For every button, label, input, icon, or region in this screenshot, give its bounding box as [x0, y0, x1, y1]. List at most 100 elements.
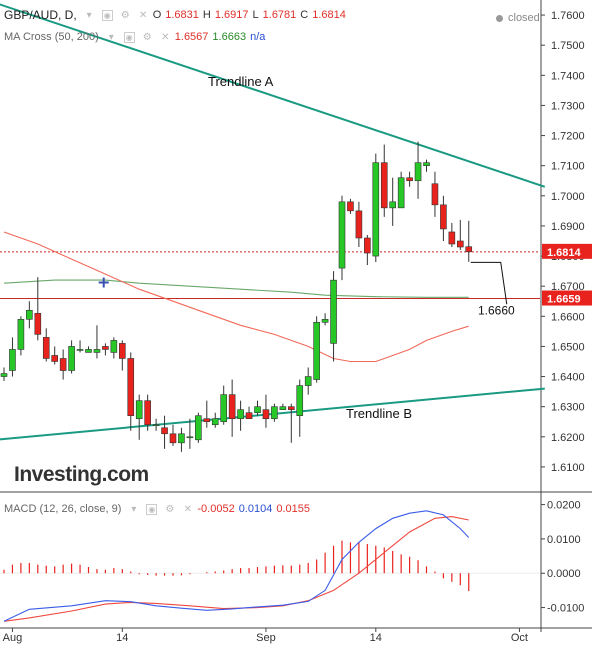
macd-label: MACD (12, 26, close, 9) — [4, 503, 122, 515]
candle-down — [287, 406, 295, 410]
candle-up — [237, 409, 244, 420]
chevron-down-icon[interactable]: ▾ — [108, 31, 114, 43]
symbol-label: GBP/AUD, D, — [4, 8, 77, 22]
candle-up — [68, 346, 75, 371]
annotation-pointer — [470, 261, 508, 305]
candle-up — [389, 201, 397, 209]
status-dot-icon — [496, 14, 503, 22]
y-tick-label: 1.6600 — [551, 311, 585, 323]
y-tick-label: 1.7100 — [551, 161, 585, 173]
close-icon[interactable]: ✕ — [138, 9, 148, 21]
ma-na-value: n/a — [250, 31, 266, 43]
chevron-down-icon[interactable]: ▾ — [86, 9, 92, 21]
candle-up — [330, 279, 337, 344]
y-tick-label: 1.7400 — [551, 70, 585, 82]
low-label: L — [252, 9, 259, 21]
x-tick-label: 14 — [370, 632, 382, 644]
status-text: closed — [508, 12, 540, 24]
low-value: 1.6781 — [262, 9, 297, 21]
x-tick-label: 14 — [116, 632, 128, 644]
close-label: C — [300, 9, 309, 21]
macd-y-tick-label: 0.0100 — [547, 534, 581, 546]
candle-up — [17, 319, 25, 350]
candle-up — [220, 394, 227, 423]
candle-down — [456, 240, 464, 248]
macd-chart — [0, 510, 540, 622]
candle-up — [195, 415, 202, 441]
trendline-b-label: Trendline B — [346, 406, 412, 421]
price-tag-1.6659 — [542, 290, 592, 306]
y-tick-label: 1.6700 — [551, 281, 585, 293]
candle-down — [59, 358, 67, 371]
close-icon[interactable]: ✕ — [161, 31, 170, 43]
candle-up — [304, 376, 312, 386]
candle-up — [271, 406, 278, 420]
candle-down — [355, 210, 363, 239]
macd-hist-value: -0.0052 — [197, 503, 235, 515]
candle-up — [211, 418, 219, 426]
candle-up — [93, 349, 101, 353]
open-label: O — [152, 9, 162, 21]
candle-up — [279, 406, 287, 410]
eye-icon[interactable]: ◉ — [101, 9, 113, 21]
ma50-line — [3, 231, 469, 363]
eye-icon[interactable]: ◉ — [123, 31, 135, 43]
candle-down — [42, 337, 50, 359]
price-tag-1.6814 — [542, 243, 592, 259]
trendline-b — [0, 387, 545, 441]
macd-y-tick-label: 0.0000 — [547, 568, 581, 580]
price-legend: GBP/AUD, D, ▾ ◉ ⚙ ✕ O 1.6831 H 1.6917 L … — [4, 8, 346, 22]
high-label: H — [202, 9, 211, 21]
candle-down — [245, 412, 253, 420]
crosshair-icon — [98, 277, 109, 288]
candle-up — [397, 177, 405, 209]
close-value: 1.6814 — [312, 9, 346, 21]
y-tick-label: 1.6100 — [551, 462, 585, 474]
trendline-a-label: Trendline A — [208, 74, 274, 89]
candle-down — [262, 409, 270, 420]
candle-up — [372, 162, 380, 257]
ma200-value: 1.6663 — [212, 31, 247, 43]
eye-icon[interactable]: ◉ — [146, 503, 158, 515]
candle-down — [448, 231, 456, 245]
macd-legend: MACD (12, 26, close, 9) ▾ ◉ ⚙ ✕ -0.0052 … — [4, 503, 310, 515]
ma50-value: 1.6567 — [174, 31, 209, 43]
y-tick-label: 1.6900 — [551, 221, 585, 233]
x-tick-label: Oct — [511, 632, 528, 644]
ma200-line — [3, 279, 469, 298]
ma-label: MA Cross (50, 200) — [4, 31, 99, 43]
y-tick-label: 1.7200 — [551, 131, 585, 143]
candle-down — [169, 433, 177, 444]
market-status: closed — [496, 12, 540, 24]
y-tick-label: 1.6400 — [551, 372, 585, 384]
candle-up — [0, 373, 8, 377]
candle-down — [431, 183, 439, 206]
y-tick-label: 1.7300 — [551, 100, 585, 112]
candle-up — [76, 349, 84, 351]
candle-up — [338, 201, 346, 269]
candle-up — [296, 385, 304, 417]
y-tick-label: 1.6500 — [551, 341, 585, 353]
price-tag-text: 1.6659 — [547, 294, 581, 306]
macd-y-tick-label: 0.0200 — [547, 500, 581, 512]
candle-down — [127, 358, 135, 417]
candle-up — [423, 162, 430, 166]
macd-y-tick-label: -0.0100 — [547, 603, 584, 615]
settings-icon[interactable]: ⚙ — [120, 9, 130, 21]
candle-down — [228, 394, 236, 420]
close-icon[interactable]: ✕ — [183, 503, 193, 515]
trendline-a — [0, 3, 546, 188]
chevron-down-icon[interactable]: ▾ — [131, 503, 137, 515]
settings-icon[interactable]: ⚙ — [165, 503, 175, 515]
candle-up — [85, 349, 92, 353]
y-tick-label: 1.7000 — [551, 191, 585, 203]
y-tick-label: 1.6300 — [551, 402, 585, 414]
settings-icon[interactable]: ⚙ — [142, 31, 152, 43]
candle-down — [34, 312, 42, 335]
macd-signal-value: 0.0155 — [276, 503, 310, 515]
candle-down — [406, 177, 413, 182]
candle-up — [186, 436, 194, 439]
candle-down — [380, 162, 388, 209]
x-tick-label: Aug — [3, 632, 23, 644]
